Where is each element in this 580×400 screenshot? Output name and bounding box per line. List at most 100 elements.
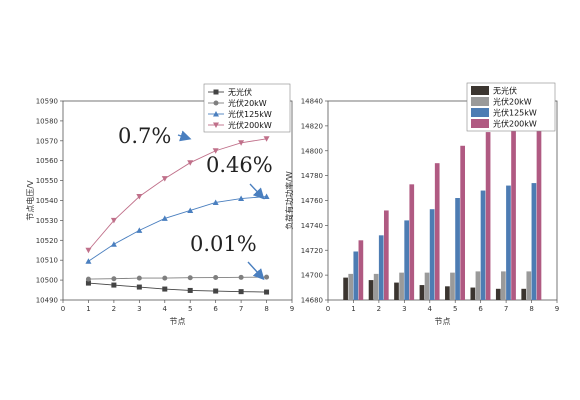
series-line (88, 138, 267, 251)
series-line (88, 276, 267, 280)
annotation-arrow (247, 261, 265, 281)
legend-swatch (471, 119, 489, 128)
data-point (238, 195, 245, 202)
data-point (213, 288, 219, 294)
load-power-bar-chart: 1468014700147201474014760147801480014820… (284, 82, 559, 326)
y-tick-label: 10520 (36, 237, 58, 245)
x-tick-label: 1 (351, 305, 355, 313)
bar (475, 271, 481, 300)
x-tick-label: 5 (453, 305, 457, 313)
data-point (136, 284, 142, 290)
x-tick-label: 2 (377, 305, 381, 313)
data-point (136, 194, 143, 200)
y-tick-label: 10540 (36, 197, 58, 205)
bar (526, 271, 532, 300)
annotation-arrow (249, 183, 265, 200)
bar (404, 220, 410, 300)
data-point (162, 275, 168, 281)
series-line (88, 282, 267, 293)
x-tick-label: 3 (137, 305, 141, 313)
annotation-label: 0.7% (118, 124, 171, 148)
y-tick-label: 14780 (301, 172, 323, 180)
legend-label: 光伏200kW (493, 119, 537, 129)
data-point (187, 275, 193, 281)
legend-marker (213, 122, 219, 128)
x-tick-label: 6 (213, 305, 218, 313)
bar (353, 251, 359, 300)
data-point (264, 289, 270, 295)
x-tick-label: 1 (86, 305, 90, 313)
legend-label: 光伏200kW (228, 120, 272, 130)
node-voltage-line-chart: 1049010500105101052010530105401055010560… (25, 83, 294, 326)
data-point (111, 282, 117, 288)
y-tick-label: 10590 (36, 98, 58, 106)
bar (506, 185, 511, 300)
y-tick-label: 10530 (36, 217, 58, 225)
x-tick-label: 9 (555, 305, 559, 313)
data-point (263, 136, 270, 142)
data-point (111, 276, 117, 282)
x-axis-label: 节点 (435, 317, 451, 326)
bar (343, 277, 348, 300)
y-tick-label: 14820 (301, 122, 323, 130)
x-tick-label: 8 (264, 305, 268, 313)
y-tick-label: 10490 (36, 297, 58, 305)
data-point (187, 207, 194, 213)
bar (445, 286, 450, 300)
bar (368, 280, 374, 300)
x-axis-label: 节点 (170, 317, 186, 326)
y-tick-label: 14680 (301, 297, 323, 305)
legend-label: 光伏125kW (493, 108, 537, 118)
bar (460, 145, 465, 300)
data-point (213, 275, 219, 281)
y-tick-label: 10550 (36, 177, 58, 185)
bar (455, 198, 460, 300)
legend-swatch (471, 97, 489, 106)
x-tick-label: 4 (428, 305, 433, 313)
x-tick-label: 4 (163, 305, 168, 313)
data-point (85, 276, 91, 282)
bar (409, 184, 415, 300)
data-point (136, 227, 143, 233)
bar (434, 163, 440, 300)
x-tick-label: 7 (239, 305, 243, 313)
data-point (238, 140, 245, 146)
bar (348, 273, 354, 300)
x-tick-label: 3 (402, 305, 406, 313)
y-tick-label: 14760 (301, 197, 323, 205)
legend-label: 无光伏 (493, 86, 517, 96)
annotation-arrow (177, 130, 192, 142)
y-tick-label: 10570 (36, 137, 58, 145)
bar (511, 124, 516, 300)
legend-label: 光伏20kW (228, 98, 267, 108)
bar (358, 240, 364, 300)
bar (495, 288, 501, 300)
bar (378, 235, 384, 300)
y-tick-label: 10500 (36, 277, 58, 285)
y-tick-label: 14700 (301, 272, 323, 280)
legend-label: 光伏20kW (493, 97, 532, 107)
bar (383, 210, 389, 300)
bar (424, 272, 430, 300)
y-axis-label: 节点电压/V (25, 180, 35, 221)
bar (450, 272, 455, 300)
y-tick-label: 10510 (36, 257, 58, 265)
data-point (85, 280, 91, 286)
x-tick-label: 5 (188, 305, 192, 313)
bar (480, 190, 486, 300)
data-point (264, 274, 270, 280)
bar (536, 119, 542, 300)
legend-marker (213, 89, 219, 95)
y-tick-label: 14720 (301, 247, 323, 255)
data-point (161, 215, 168, 221)
data-point (85, 247, 92, 254)
y-tick-label: 14840 (301, 98, 323, 106)
x-tick-label: 8 (529, 305, 533, 313)
annotation-label: 0.01% (190, 232, 257, 256)
data-point (212, 148, 219, 154)
legend-swatch (471, 86, 489, 95)
bar (399, 272, 404, 300)
bar (373, 273, 379, 300)
data-point (238, 274, 244, 280)
